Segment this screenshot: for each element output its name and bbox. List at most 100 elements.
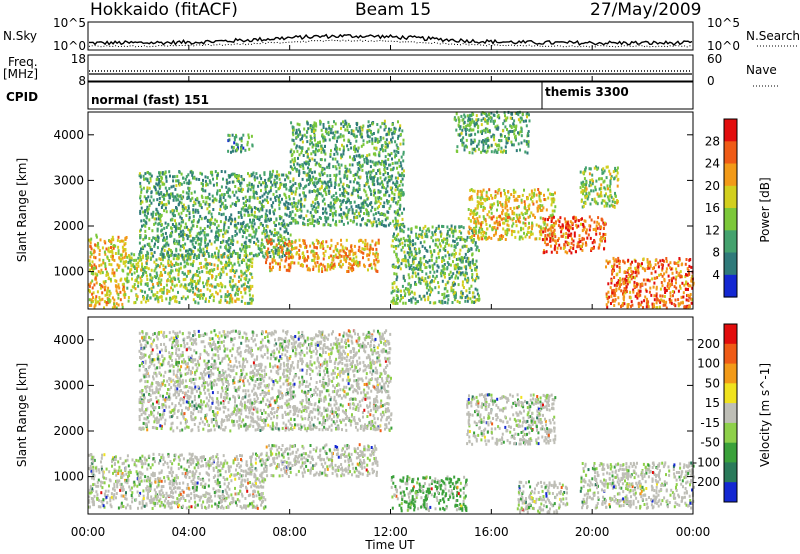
data-cell [377,160,380,164]
data-cell [376,162,379,166]
data-cell [243,282,246,286]
data-cell [399,229,402,233]
data-cell [275,190,278,194]
data-cell [119,298,122,302]
data-cell [396,209,399,213]
data-cell [414,297,417,301]
data-cell [558,243,561,247]
data-cell [293,163,295,167]
data-cell [98,258,101,262]
data-cell [185,261,188,265]
data-cell [226,290,229,294]
data-cell [139,185,142,189]
data-cell [332,214,334,218]
data-cell [329,128,332,131]
data-cell [162,255,165,259]
data-cell [111,257,114,261]
data-cell [400,164,403,168]
data-cell [321,199,324,203]
data-cell [453,255,456,259]
data-cell [330,183,333,187]
data-cell [211,199,214,203]
data-cell [482,188,485,192]
data-cell [375,220,378,224]
data-cell [379,136,382,139]
data-cell [384,193,387,197]
data-cell [192,290,195,294]
data-cell [264,215,267,219]
data-cell [199,296,201,300]
data-cell [164,186,167,190]
data-cell [178,233,181,237]
data-cell [315,246,318,250]
data-cell [199,226,202,230]
data-cell [328,189,330,193]
data-cell [324,181,327,185]
data-cell [226,230,229,234]
data-cell [173,209,175,213]
data-cell [210,242,213,246]
data-cell [202,178,204,182]
data-cell [476,245,478,249]
data-cell [313,205,315,209]
data-cell [353,155,356,159]
data-cell [333,202,336,206]
data-cell [394,127,397,131]
data-cell [373,162,376,166]
data-cell [345,121,348,125]
data-cell [390,138,392,142]
data-cell [383,186,385,190]
data-cell [366,247,369,251]
data-cell [432,239,435,243]
data-cell [182,295,185,299]
data-cell [252,171,255,175]
data-cell [200,194,203,198]
data-cell [389,221,392,225]
data-cell [165,179,168,183]
data-cell [340,126,342,130]
data-cell [392,130,395,134]
data-cell [426,235,429,239]
data-cell [92,266,95,270]
data-cell [211,194,214,198]
data-cell [199,248,202,252]
data-cell [204,244,207,248]
data-cell [116,238,119,242]
data-cell [504,206,507,210]
data-cell [145,197,148,201]
data-cell [411,271,414,275]
data-cell [240,139,243,143]
data-cell [327,204,330,207]
data-cell [402,138,405,142]
data-cell [581,242,584,246]
data-cell [544,234,547,237]
data-cell [245,269,248,273]
data-cell [255,242,257,246]
data-cell [457,283,460,287]
data-cell [426,284,429,287]
data-cell [349,257,352,261]
data-cell [408,237,411,241]
data-cell [448,234,451,238]
data-cell [316,201,319,204]
data-cell [192,236,195,240]
data-cell [220,261,223,265]
data-cell [339,249,342,253]
data-cell [93,263,96,267]
data-cell [386,184,389,188]
data-cell [236,292,239,296]
data-cell [436,238,439,242]
data-cell [111,268,114,272]
data-cell [285,227,288,231]
data-cell [115,289,118,293]
data-cell [165,283,168,287]
data-cell [120,239,123,243]
data-cell [476,206,479,210]
data-cell [232,269,235,272]
data-cell [451,301,454,304]
data-cell [402,259,405,263]
data-cell [367,185,370,189]
data-cell [90,271,93,275]
data-cell [419,226,421,230]
data-cell [581,248,584,252]
